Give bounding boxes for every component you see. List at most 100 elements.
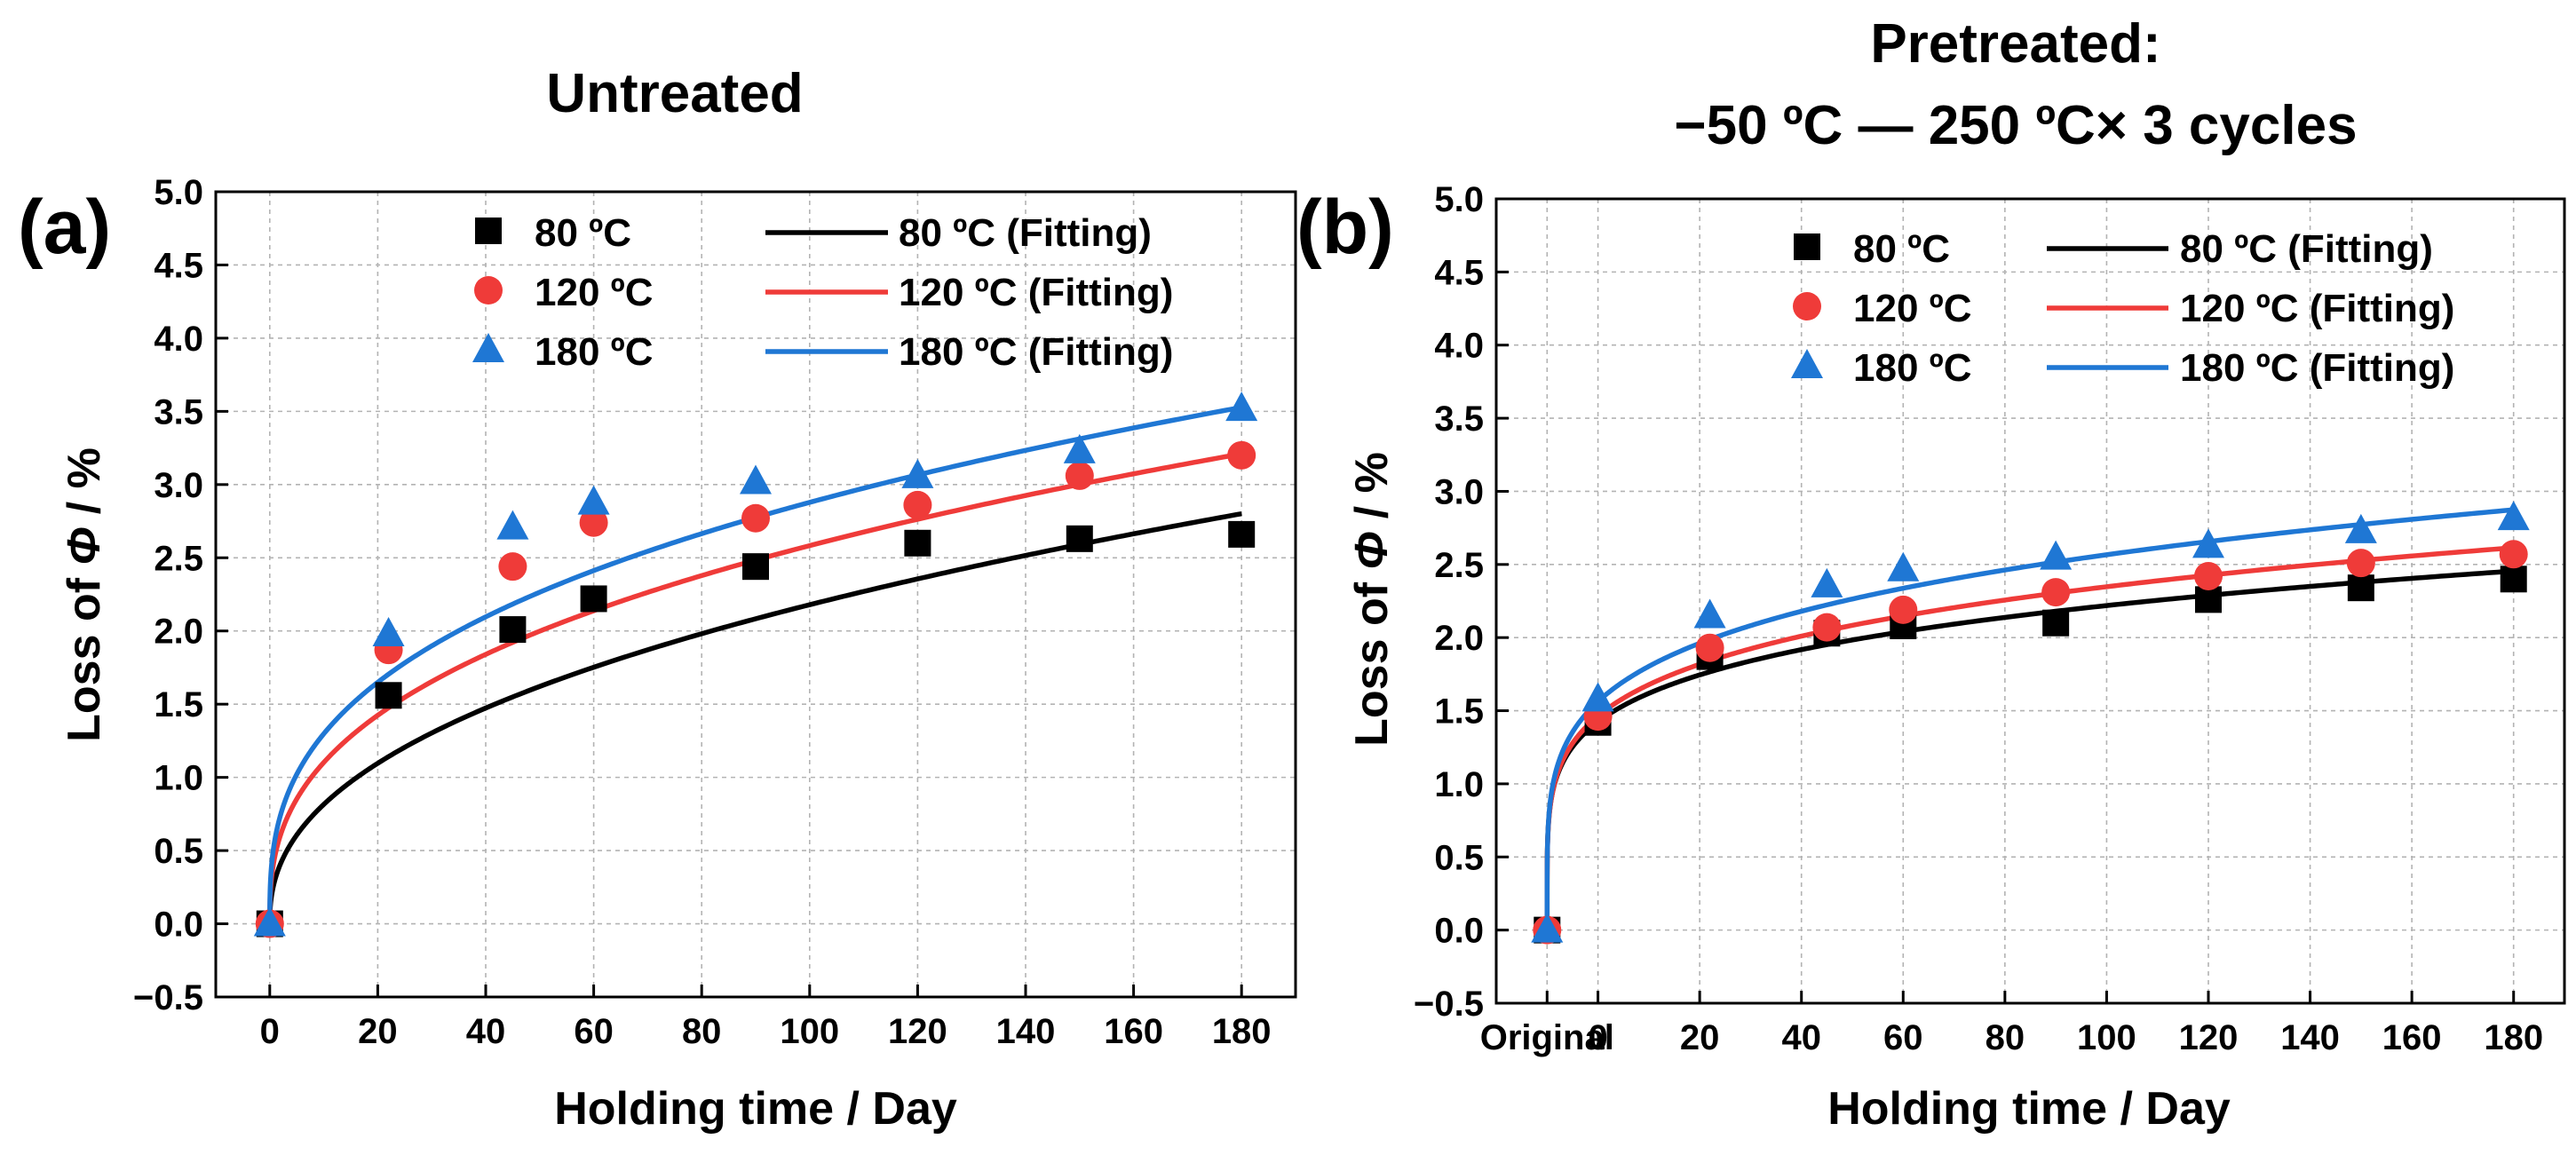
- panel-a-legend-label-0: 80 ºC: [535, 211, 631, 255]
- panel-a-x-tick-label: 0: [260, 1012, 280, 1051]
- panel-b-series-1-point: [1812, 613, 1842, 642]
- panel-b-title-line-2: −50 ºC — 250 ºC× 3 cycles: [1674, 95, 2357, 156]
- panel-b-y-tick-label: 3.0: [1434, 472, 1484, 511]
- panel-b-y-axis-label-suffix: / %: [1346, 452, 1398, 532]
- panel-a-y-tick-label: 1.5: [154, 685, 203, 724]
- panel-a-series-2-point: [1225, 392, 1258, 422]
- panel-a-label: (a): [18, 185, 111, 270]
- panel-a-x-tick-label: 140: [996, 1012, 1056, 1051]
- panel-a-y-tick-label: 3.0: [154, 466, 203, 505]
- panel-b-legend-fit-label-0: 80 ºC (Fitting): [2180, 227, 2433, 271]
- panel-a-x-tick-label: 120: [888, 1012, 947, 1051]
- panel-a-x-tick-label: 180: [1212, 1012, 1272, 1051]
- panel-b-fit-curve-1: [1544, 545, 2514, 930]
- panel-b-y-tick-label: 4.5: [1434, 253, 1484, 292]
- panel-a-y-tick-label: 0.0: [154, 906, 203, 945]
- panel-a-y-tick-label: −0.5: [133, 978, 203, 1017]
- panel-a-series-2-point: [577, 485, 610, 515]
- panel-a-y-tick-label: 3.5: [154, 392, 203, 431]
- panel-a-legend-fit-label-1: 120 ºC (Fitting): [899, 271, 1173, 314]
- panel-b-series-1-point: [2041, 578, 2071, 607]
- panel-a-y-tick-label: 1.0: [154, 759, 203, 798]
- panel-a-legend-marker-0: [475, 218, 502, 244]
- panel-a-legend-fit-label-0: 80 ºC (Fitting): [899, 211, 1152, 255]
- panel-a-y-axis-label-prefix: Loss of: [59, 566, 110, 742]
- panel-b-legend-marker-2: [1791, 349, 1823, 378]
- panel-b-x-tick-label: 180: [2484, 1018, 2543, 1057]
- panel-b-y-tick-label: −0.5: [1414, 985, 1484, 1024]
- panel-b-series-1-point: [2499, 540, 2528, 569]
- panel-b-series-2-point: [1693, 598, 1726, 629]
- panel-b-x-tick-label: Original: [1480, 1018, 1614, 1057]
- panel-a-title: Untreated: [546, 63, 803, 124]
- panel-a-x-axis-label: Holding time / Day: [554, 1083, 957, 1135]
- panel-b: Pretreated: −50 ºC — 250 ºC× 3 cycles (b…: [1296, 13, 2566, 1135]
- panel-a-x-tick-label: 40: [466, 1012, 506, 1051]
- panel-a-fit-curve-0: [267, 510, 1242, 924]
- panel-a-series-1-point: [579, 508, 608, 537]
- panel-a-y-tick-label: 4.0: [154, 320, 203, 359]
- panel-a-y-axis-label-suffix: / %: [59, 447, 110, 527]
- panel-b-legend-fit-label-2: 180 ºC (Fitting): [2180, 346, 2454, 390]
- panel-b-series-2-point: [2344, 513, 2377, 543]
- panel-a-y-tick-label: 0.5: [154, 832, 203, 871]
- panel-b-y-axis-label: Loss of Φ / %: [1346, 452, 1398, 747]
- panel-b-plot-frame: [1494, 197, 2566, 1005]
- panel-b-y-tick-label: 1.5: [1434, 692, 1484, 732]
- panel-b-x-tick-label: 40: [1781, 1018, 1821, 1057]
- panel-b-series-1-point: [1695, 633, 1724, 662]
- panel-b-legend-label-0: 80 ºC: [1853, 227, 1950, 271]
- panel-b-x-tick-label: 100: [2077, 1018, 2136, 1057]
- panel-a-series-0-point: [375, 682, 402, 709]
- panel-a-x-tick-label: 160: [1104, 1012, 1163, 1051]
- panel-b-series-2-point: [2040, 540, 2073, 570]
- panel-b-x-tick-label: 160: [2382, 1018, 2442, 1057]
- panel-b-y-tick-label: 3.5: [1434, 400, 1484, 439]
- panel-a: Untreated (a) 0 20 40 60 80 100 120 140 160 180 −0…: [18, 63, 1297, 1135]
- panel-b-y-tick-label: 0.5: [1434, 838, 1484, 877]
- panel-b-series-1-point: [1889, 595, 1918, 624]
- panel-a-y-axis-label: Loss of Φ / %: [59, 447, 110, 742]
- panel-a-legend: 80 ºC 80 ºC (Fitting) 120 ºC 120 ºC (Fittin…: [472, 211, 1173, 374]
- panel-b-x-tick-label: 80: [1986, 1018, 2025, 1057]
- panel-b-x-tick-label: 60: [1883, 1018, 1923, 1057]
- panel-a-y-tick-label: 2.0: [154, 613, 203, 652]
- panel-b-series-1-point: [2194, 561, 2223, 590]
- panel-a-series-2-point: [372, 617, 405, 647]
- panel-a-series-1-point: [903, 490, 932, 519]
- panel-a-series-0-point: [1066, 525, 1093, 552]
- panel-b-x-tick-label: 0: [1588, 1018, 1607, 1057]
- panel-b-y-tick-label: 1.0: [1434, 765, 1484, 804]
- panel-a-series-2-point: [901, 458, 934, 488]
- panel-a-y-tick-label: 4.5: [154, 246, 203, 285]
- panel-a-series-2-point: [740, 464, 772, 494]
- panel-a-legend-label-1: 120 ºC: [535, 271, 653, 314]
- panel-b-series-2-point: [2497, 501, 2530, 531]
- panel-a-series-2-point: [253, 906, 286, 937]
- panel-b-x-tick-label: 140: [2280, 1018, 2340, 1057]
- panel-a-series-1-point: [741, 503, 770, 533]
- panel-b-series-2-point: [1811, 567, 1843, 597]
- panel-a-series-2-point: [1063, 433, 1096, 463]
- panel-a-y-tick-label: 2.5: [154, 539, 203, 578]
- panel-b-fit-curve-2: [1544, 507, 2514, 930]
- panel-a-series-0-point: [904, 529, 931, 557]
- panel-b-y-tick-label: 2.0: [1434, 619, 1484, 658]
- panel-a-series-2-point: [496, 510, 529, 540]
- panel-a-series-0-point: [580, 585, 607, 613]
- panel-b-series-0-point: [2500, 566, 2527, 593]
- panel-a-plot-frame: [214, 190, 1297, 999]
- panel-b-label: (b): [1296, 185, 1394, 270]
- panel-a-series-1-point: [498, 552, 527, 581]
- panel-b-legend-marker-0: [1794, 233, 1820, 260]
- panel-b-series-2-point: [2192, 528, 2224, 558]
- panel-b-y-axis-label-symbol: Φ: [1346, 532, 1398, 570]
- panel-b-legend-fit-label-1: 120 ºC (Fitting): [2180, 287, 2454, 330]
- panel-a-legend-marker-2: [472, 333, 504, 362]
- panel-a-series-1-point: [1227, 440, 1256, 470]
- panel-b-y-axis-label-prefix: Loss of: [1346, 570, 1398, 747]
- panel-a-series-0-point: [1228, 520, 1256, 548]
- panel-b-y-tick-label: 4.0: [1434, 327, 1484, 366]
- panel-b-y-tick-label: 5.0: [1434, 180, 1484, 219]
- panel-b-series-2-point: [1581, 682, 1614, 712]
